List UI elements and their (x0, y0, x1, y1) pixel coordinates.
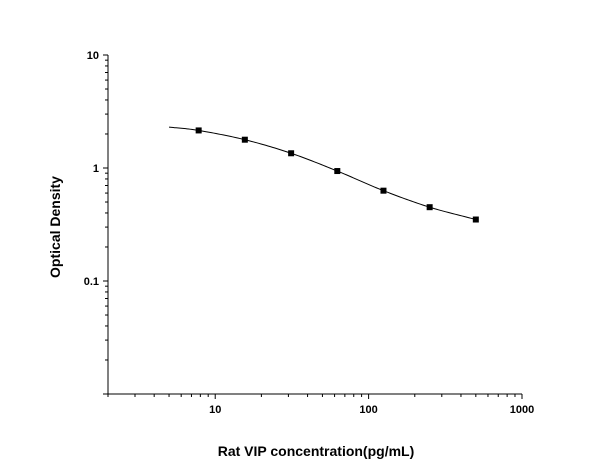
x-tick-label: 10 (209, 404, 221, 416)
data-point (288, 150, 295, 157)
y-axis-title: Optical Density (47, 176, 63, 278)
axes-layer (107, 55, 522, 395)
points-layer (195, 127, 479, 223)
x-tick-label: 1000 (510, 404, 534, 416)
y-tick-label: 10 (87, 50, 99, 62)
data-point (334, 168, 341, 175)
y-tick-label: 1 (93, 163, 99, 175)
data-point (241, 136, 248, 143)
data-point (380, 187, 387, 194)
data-point (195, 127, 202, 134)
fit-curve (168, 126, 476, 221)
ticks-layer: 10 100 1000 10 1 0.1 (84, 50, 535, 416)
x-tick-label: 100 (359, 404, 377, 416)
x-axis-title: Rat VIP concentration(pg/mL) (218, 443, 415, 459)
y-tick-label: 0.1 (84, 276, 99, 288)
data-point (472, 216, 479, 223)
data-point (426, 204, 433, 211)
